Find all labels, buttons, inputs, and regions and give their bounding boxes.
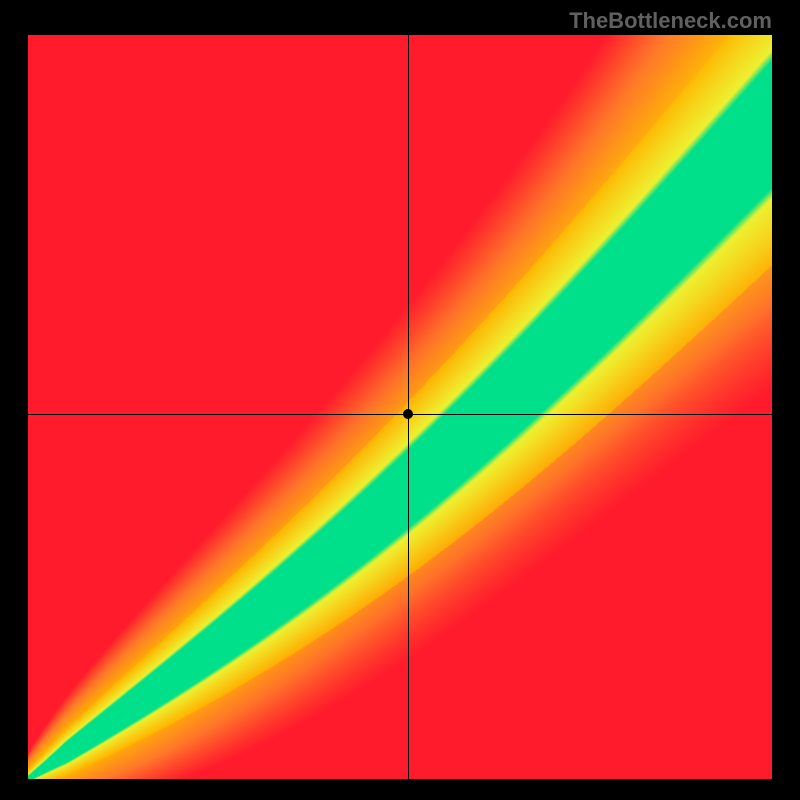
- heatmap-canvas: [28, 35, 772, 779]
- crosshair-horizontal: [28, 414, 772, 415]
- crosshair-marker: [403, 409, 413, 419]
- crosshair-vertical: [408, 35, 409, 779]
- watermark-text: TheBottleneck.com: [569, 8, 772, 34]
- heatmap-plot-area: [28, 35, 772, 779]
